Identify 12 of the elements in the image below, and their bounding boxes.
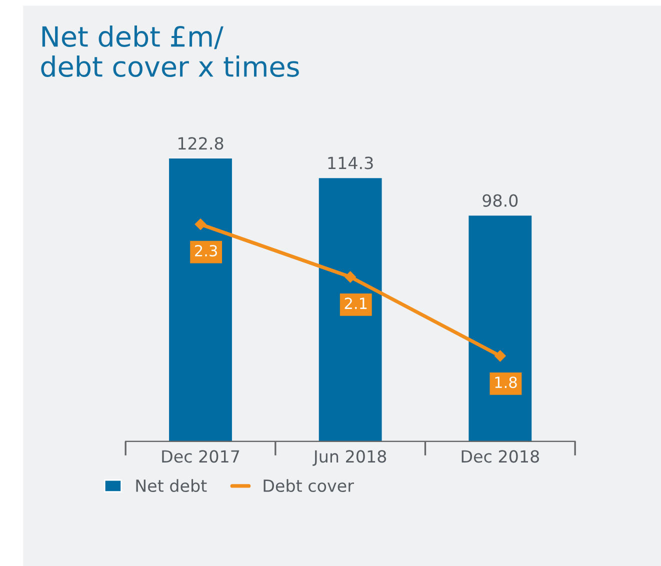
- data-label: 2.1: [344, 298, 367, 309]
- data-label: 114.3: [328, 156, 373, 170]
- chart-title: Net debt £m/ debt cover x times: [41, 25, 299, 78]
- data-label: 122.8: [178, 137, 224, 150]
- data-label: 1.8: [495, 376, 517, 388]
- x-tick-label: Dec 2018: [462, 450, 539, 463]
- legend-label: Debt cover: [264, 479, 354, 492]
- x-tick-label: Dec 2017: [162, 450, 240, 463]
- legend-label: Net debt: [136, 479, 207, 492]
- data-label: 2.3: [195, 244, 217, 257]
- x-tick-label: Jun 2018: [312, 450, 386, 466]
- data-label: 98.0: [482, 194, 518, 207]
